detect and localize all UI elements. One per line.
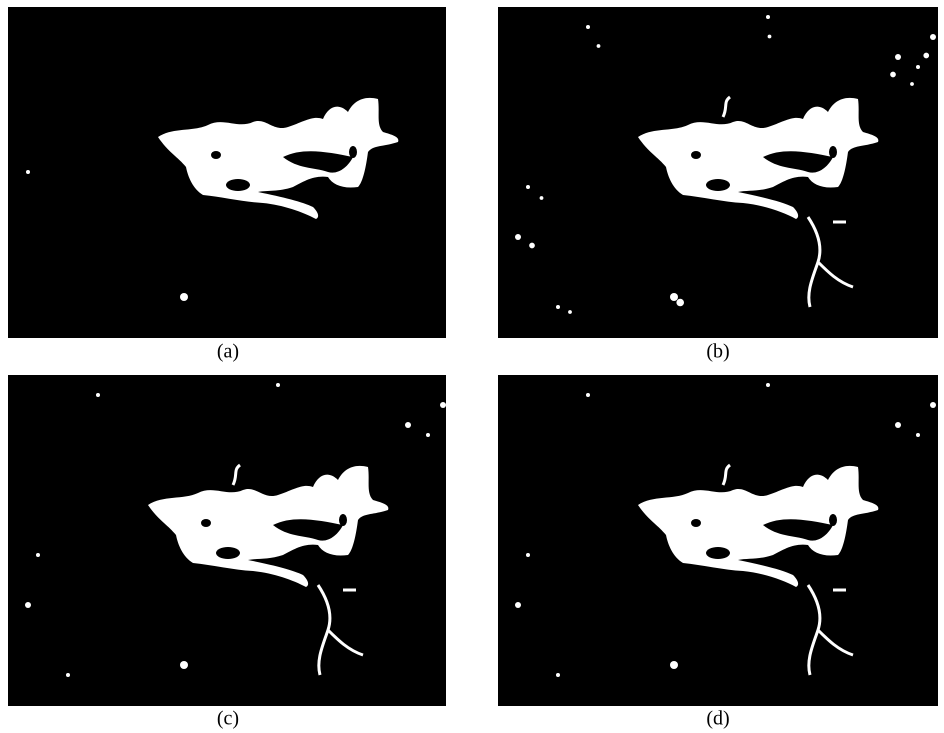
caption: (d) — [706, 708, 729, 730]
panel-c — [8, 375, 446, 706]
figure: (a) (b) (c) (d) — [0, 0, 944, 733]
caption: (c) — [217, 708, 239, 730]
speck — [180, 293, 188, 301]
panel-d — [498, 375, 938, 706]
caption: (b) — [706, 341, 729, 363]
caption: (a) — [217, 341, 239, 363]
speck — [26, 170, 30, 174]
panel-a — [8, 7, 446, 338]
panel-b — [498, 7, 938, 338]
